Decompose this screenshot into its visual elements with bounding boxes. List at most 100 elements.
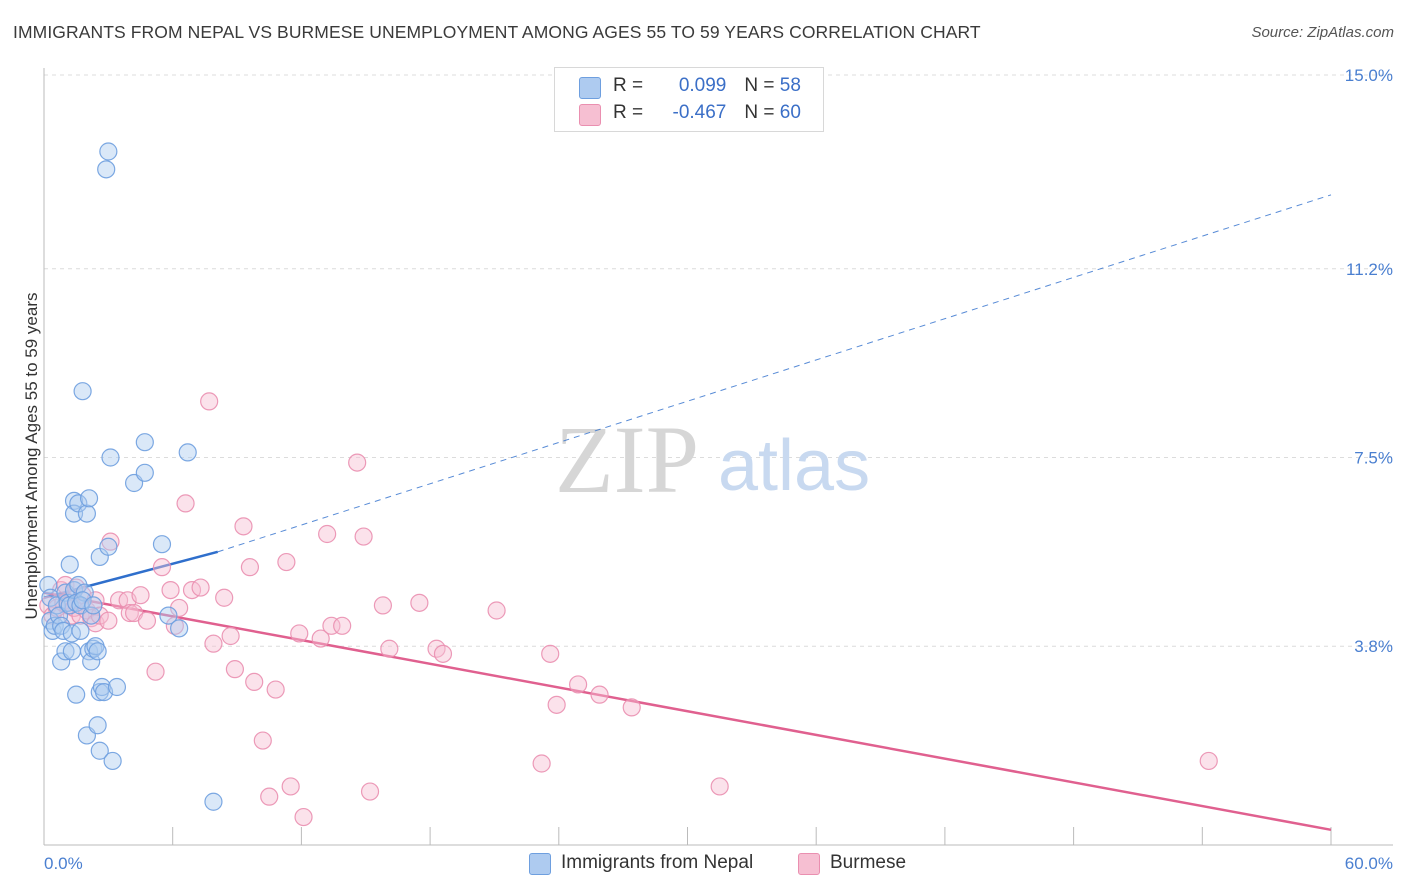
y-tick-label: 11.2% [1346,260,1393,279]
point-burmese [348,453,367,472]
point-nepal [88,716,107,735]
point-nepal [71,621,90,641]
point-burmese [215,588,234,607]
point-nepal [135,433,154,452]
legend-swatch-nepal [579,77,601,99]
point-burmese [318,524,337,544]
point-burmese [152,558,172,577]
point-nepal [73,382,92,401]
point-burmese [131,586,150,605]
x-tick-label-min: 0.0% [44,854,83,873]
watermark-zip: ZIP [555,406,699,513]
point-burmese [710,777,729,796]
point-burmese [277,552,296,572]
point-burmese [234,517,253,536]
point-burmese [204,634,223,653]
point-burmese [240,558,260,577]
point-nepal [62,642,81,661]
legend-n-value-nepal: 58 [779,75,801,96]
point-burmese [221,626,240,646]
legend-r-value-nepal: 0.099 [678,75,727,96]
point-burmese [547,695,566,714]
point-nepal [152,535,172,554]
point-burmese [410,593,429,612]
point-nepal [64,504,84,523]
point-burmese [354,527,373,546]
y-tick-label: 15.0% [1345,66,1393,85]
point-burmese [360,782,380,801]
bottom-legend-label-nepal: Immigrants from Nepal [561,852,754,873]
bottom-legend-label-burmese: Burmese [830,852,907,873]
point-burmese [433,644,453,663]
legend-swatch-burmese [579,104,601,126]
point-nepal [67,685,86,704]
point-nepal [99,537,118,556]
legend-r-label: R = [613,102,649,123]
point-nepal [159,606,178,625]
point-burmese [373,596,393,615]
point-nepal [79,489,99,508]
point-nepal [90,741,109,760]
legend-r-value-burmese: -0.467 [672,102,727,123]
bottom-legend-swatch-burmese [798,853,820,875]
axes [43,68,1393,846]
point-burmese [294,807,313,827]
point-burmese [541,644,560,663]
point-nepal [45,616,64,635]
point-nepal [204,792,223,811]
tick-labels: 3.8% 7.5% 11.2% 15.0% 0.0% 60.0% [44,66,1393,873]
watermark-atlas: atlas [718,426,870,506]
point-burmese [191,578,210,597]
x-tick-label-max: 60.0% [1345,854,1393,873]
point-burmese [225,660,245,679]
point-burmese [311,629,330,648]
legend-n-label: N = [744,102,780,123]
bottom-legend-swatch-nepal [529,853,551,875]
point-burmese [137,611,157,630]
point-burmese [487,601,506,620]
point-burmese [569,675,588,694]
point-nepal [101,448,120,467]
point-nepal [73,591,92,610]
point-burmese [322,616,341,635]
point-burmese [99,611,118,630]
point-burmese [200,392,219,411]
point-burmese [622,698,641,717]
point-burmese [176,494,195,513]
y-tick-label: 3.8% [1354,637,1393,656]
point-nepal [60,555,79,574]
point-burmese [333,616,352,635]
point-burmese [161,580,180,600]
y-axis-label: Unemployment Among Ages 55 to 59 years [22,293,41,620]
point-burmese [290,624,309,643]
point-nepal [135,463,154,482]
point-nepal [77,504,97,523]
point-burmese [590,685,609,704]
point-nepal [170,619,189,638]
point-nepal [84,596,103,615]
point-nepal [99,142,118,161]
chart-title: IMMIGRANTS FROM NEPAL VS BURMESE UNEMPLO… [13,22,981,42]
point-burmese [1199,751,1218,771]
trend-line-nepal-extension [217,194,1332,553]
point-burmese [146,662,165,681]
point-burmese [260,787,279,806]
point-burmese [532,754,551,773]
y-tick-label: 7.5% [1354,449,1393,468]
point-burmese [253,731,272,750]
point-burmese [380,639,399,658]
point-nepal [178,443,197,462]
legend-n-value-burmese: 60 [779,102,801,123]
point-nepal [56,642,75,661]
point-burmese [266,680,285,699]
point-burmese [281,777,300,796]
trend-line-burmese [43,591,1332,832]
correlation-legend: R = 0.099 N = 58 R = -0.467 N = 60 [554,67,824,132]
source-credit: Source: ZipAtlas.com [1251,24,1394,41]
point-nepal [107,677,127,697]
point-nepal [88,642,107,661]
point-nepal [103,751,122,771]
point-nepal [97,160,116,179]
data-points [39,142,1218,827]
